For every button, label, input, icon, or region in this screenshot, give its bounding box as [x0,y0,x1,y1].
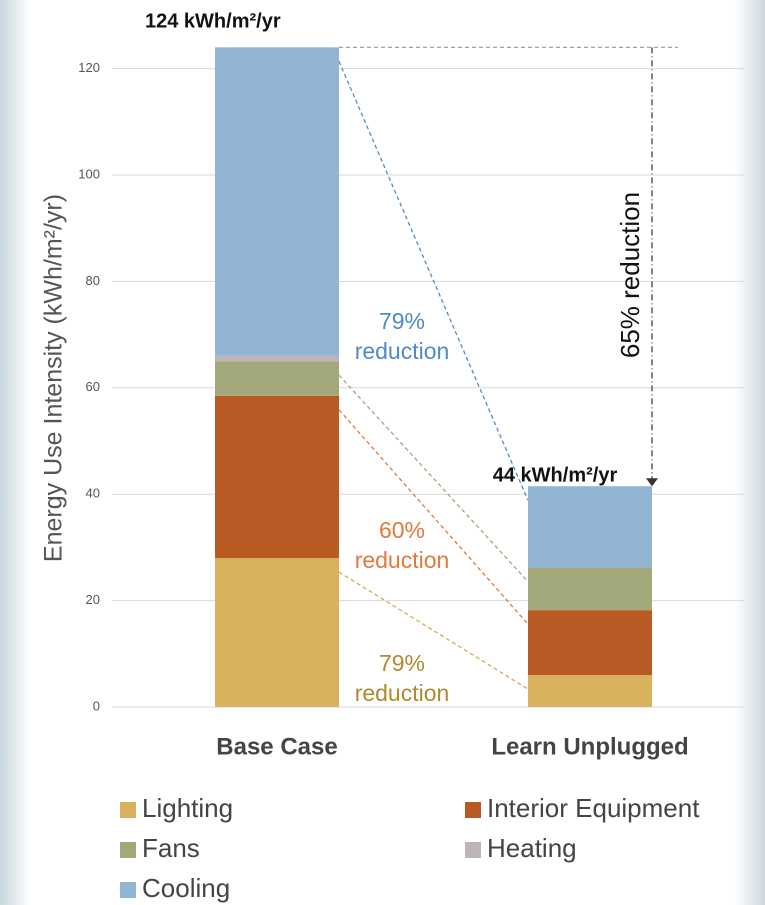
x-tick-label: Learn Unplugged [491,733,688,760]
bar-segment [528,610,652,675]
bar-segment [215,47,339,356]
legend-label: Fans [142,833,200,863]
chart: Energy Use Intensity (kWh/m²/yr) 0 20 40 60… [0,0,765,905]
legend-swatch [465,842,481,858]
bar-segment [528,675,652,707]
legend-label: Interior Equipment [487,793,700,823]
y-tick-label: 60 [86,379,100,394]
y-axis-label: Energy Use Intensity (kWh/m²/yr) [40,194,68,562]
annotation: reduction [355,547,450,573]
y-tick-label: 40 [86,486,100,501]
background [0,0,765,905]
x-tick-label: Base Case [216,733,337,760]
bar-segment [215,396,339,558]
annotation: 124 kWh/m²/yr [145,10,281,32]
annotation: reduction [355,680,450,706]
legend-swatch [120,802,136,818]
legend-swatch [465,802,481,818]
legend-swatch [120,842,136,858]
y-tick-label: 0 [93,698,100,713]
annotation: 60% [379,517,425,543]
y-tick-label: 120 [78,60,100,75]
y-tick-label: 80 [86,273,100,288]
y-tick-label: 20 [86,592,100,607]
annotation: 44 kWh/m²/yr [493,464,618,486]
legend-label: Heating [487,833,577,863]
bar-segment [528,486,652,567]
bar-segment [215,356,339,361]
bar-segment [215,558,339,707]
bar-segment [528,568,652,611]
annotation: reduction [355,338,450,364]
bar-segment [215,361,339,396]
annotation: 79% [379,650,425,676]
annotation: 65% reduction [615,192,645,358]
y-tick-label: 100 [78,166,100,181]
legend-label: Lighting [142,793,233,823]
legend-label: Cooling [142,873,230,903]
annotation: 79% [379,308,425,334]
legend-swatch [120,882,136,898]
page: Energy Use Intensity (kWh/m²/yr) 0 20 40 60… [0,0,765,905]
